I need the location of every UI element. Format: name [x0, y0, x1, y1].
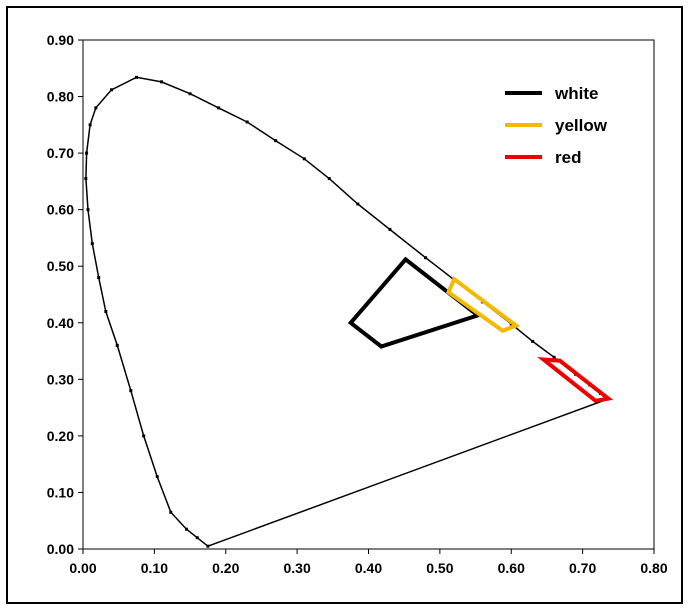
x-tick-label: 0.80: [640, 560, 667, 576]
locus-point: [115, 343, 119, 347]
y-tick-label: 0.80: [47, 89, 74, 105]
locus-point: [274, 139, 278, 143]
x-tick-label: 0.70: [569, 560, 596, 576]
locus-point: [552, 355, 556, 359]
y-axis: 0.00 0.10 0.20 0.30 0.40 0.50 0.60 0.70 0.80 0.90: [47, 32, 83, 557]
legend-label-red: red: [555, 148, 581, 167]
series-layer: [347, 256, 614, 403]
locus-point: [86, 208, 90, 212]
legend-label-white: white: [554, 84, 598, 103]
legend: white yellow red: [505, 84, 608, 167]
locus-point: [104, 309, 108, 313]
y-tick-label: 0.70: [47, 145, 74, 161]
y-tick-label: 0.20: [47, 428, 74, 444]
locus-point: [188, 92, 192, 96]
x-tick-label: 0.00: [69, 560, 96, 576]
locus-point: [155, 475, 159, 479]
y-tick-label: 0.30: [47, 371, 74, 387]
locus-point: [97, 276, 101, 280]
locus-point: [184, 527, 188, 531]
x-tick-label: 0.30: [284, 560, 311, 576]
locus-point: [160, 80, 164, 84]
locus-point: [195, 536, 199, 540]
locus-point: [424, 256, 428, 260]
locus-point: [94, 106, 98, 110]
locus-point: [84, 177, 88, 181]
x-tick-label: 0.10: [141, 560, 168, 576]
locus-point: [217, 106, 221, 110]
y-tick-label: 0.10: [47, 484, 74, 500]
locus-point: [142, 434, 146, 438]
locus-point: [129, 389, 133, 393]
locus-point: [110, 88, 114, 92]
spectral-locus-line: [85, 76, 610, 548]
y-tick-label: 0.00: [47, 541, 74, 557]
locus-point: [169, 510, 173, 514]
locus-point: [88, 123, 92, 127]
y-tick-label: 0.60: [47, 202, 74, 218]
series-red-region: [537, 357, 614, 403]
locus-point: [206, 544, 210, 548]
series-yellow-region: [445, 276, 521, 333]
locus-point: [388, 227, 392, 231]
y-tick-label: 0.40: [47, 315, 74, 331]
spectral-locus: [84, 75, 610, 548]
x-tick-label: 0.40: [355, 560, 382, 576]
x-axis: 0.00 0.10 0.20 0.30 0.40 0.50 0.60 0.70 0.80: [69, 549, 668, 576]
x-tick-label: 0.20: [212, 560, 239, 576]
locus-point: [245, 120, 249, 124]
locus-point: [302, 157, 306, 161]
legend-label-yellow: yellow: [555, 116, 608, 135]
series-white-region: [347, 256, 482, 349]
locus-point: [90, 242, 94, 246]
locus-point: [531, 339, 535, 343]
locus-point: [327, 177, 331, 181]
y-tick-label: 0.50: [47, 258, 74, 274]
x-tick-label: 0.50: [426, 560, 453, 576]
y-tick-label: 0.90: [47, 32, 74, 48]
chart-frame: [6, 6, 683, 604]
locus-point: [135, 75, 139, 79]
x-tick-label: 0.60: [498, 560, 525, 576]
locus-point: [85, 151, 89, 155]
locus-point: [356, 202, 360, 206]
